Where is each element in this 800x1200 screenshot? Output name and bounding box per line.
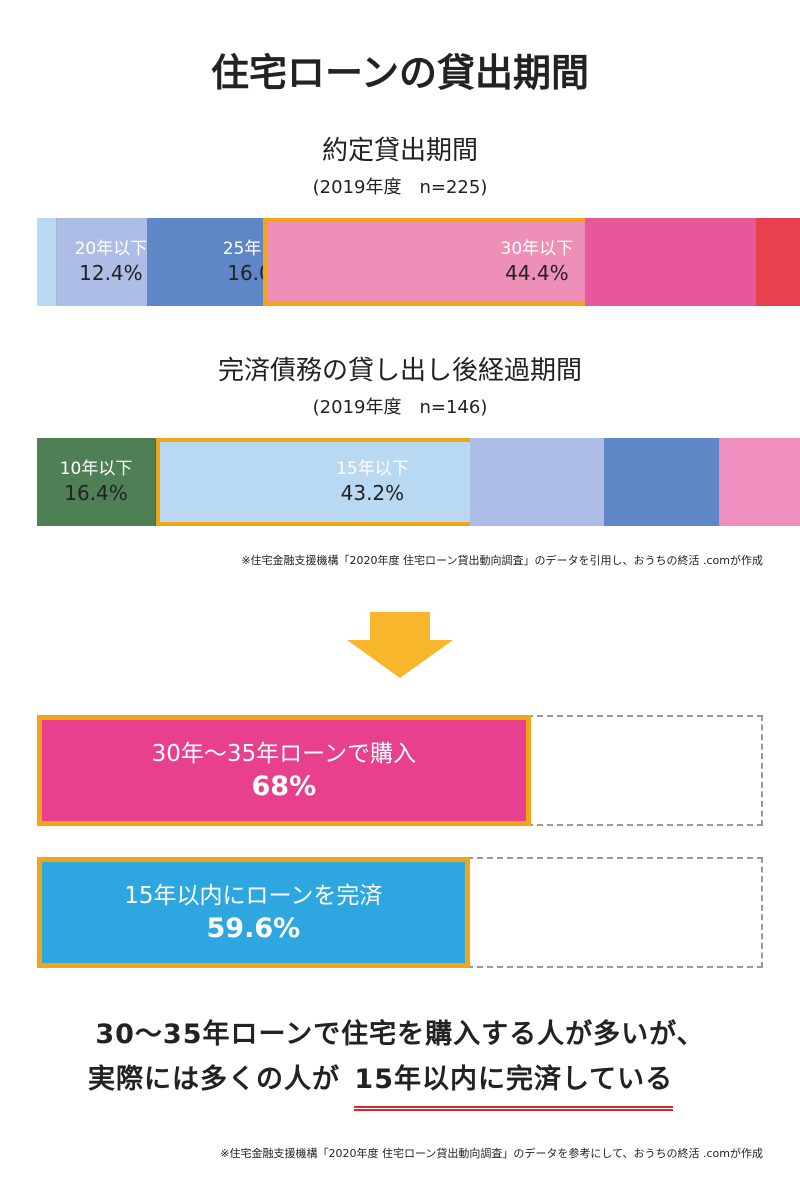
bar-label: 30年～35年ローンで購入 (151, 740, 417, 767)
chart-title: 完済債務の貸し出し後経過期間 (217, 356, 582, 386)
segment-label: 10年以下 (59, 459, 133, 479)
bar-segment (756, 218, 800, 306)
chart-subtitle: (2019年度 n=225) (312, 177, 488, 198)
bar: 30年～35年ローンで購入 68% (37, 715, 531, 826)
stacked-bar: 10年以下16.4%15年以下43.2%20年以下18.5%25年以下15.8%… (37, 438, 800, 526)
arrow (347, 612, 453, 678)
page-title: 住宅ローンの貸出期間 (210, 51, 590, 95)
segment-label: 30年以下 (500, 239, 574, 259)
conclusion-line: 30～35年ローンで住宅を購入する人が多いが、 (95, 1019, 705, 1050)
bar-label: 15年以内にローンを完済 (124, 882, 383, 909)
source-note: ※住宅金融支援機構「2020年度 住宅ローン貸出動向調査」のデータを引用し、おう… (241, 554, 763, 567)
bar-segment: 30年以下5.5% (718, 438, 800, 526)
bar-segment (37, 218, 57, 306)
bar-segment: 10年以下 16.4% (37, 438, 157, 526)
segment-label: 20年以下 (74, 239, 148, 259)
bar: 15年以内にローンを完済 59.6% (37, 857, 470, 968)
chart-title: 約定貸出期間 (321, 136, 478, 166)
conclusion-line: 実際には多くの人が 15年以内に完済している (88, 1057, 674, 1111)
conclusion-text: 実際には多くの人が (88, 1064, 340, 1095)
source-note: ※住宅金融支援機構「2020年度 住宅ローン貸出動向調査」のデータを参考にして、… (220, 1147, 763, 1160)
value-label: 12.4% (79, 261, 143, 285)
conclusion-emphasis: 15年以内に完済している (354, 1057, 674, 1111)
segment-label: 15年以下 (336, 459, 409, 479)
value-label: 16.4% (64, 481, 128, 505)
value-label: 43.2% (340, 481, 405, 505)
value-label: 44.4% (505, 261, 569, 285)
chart-subtitle: (2019年度 n=146) (312, 397, 488, 418)
value-label: 59.6% (206, 912, 301, 944)
value-label: 68% (251, 770, 317, 802)
arrow-shape (347, 612, 453, 678)
